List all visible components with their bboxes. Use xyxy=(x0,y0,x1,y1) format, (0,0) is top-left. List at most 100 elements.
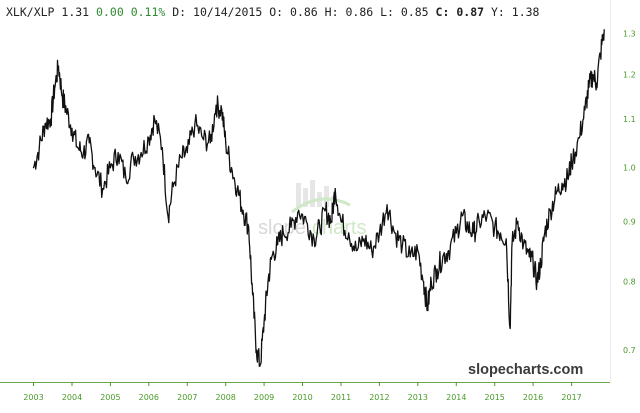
data-point xyxy=(298,209,300,211)
data-point xyxy=(544,232,546,234)
data-point xyxy=(473,232,475,234)
data-point xyxy=(561,182,563,184)
data-point xyxy=(325,209,327,211)
data-point xyxy=(102,188,104,190)
data-point xyxy=(194,123,196,125)
data-point xyxy=(255,349,257,351)
data-point xyxy=(140,152,142,154)
quote-header: XLK/XLP 1.31 0.00 0.11% D: 10/14/2015 O:… xyxy=(6,5,539,19)
data-point xyxy=(125,177,127,179)
x-tick-label: 2017 xyxy=(561,393,581,402)
x-tick-label: 2011 xyxy=(331,393,351,402)
data-point xyxy=(592,74,594,76)
data-point xyxy=(50,118,52,120)
data-point xyxy=(32,167,35,169)
y-tick-label: 0.8 xyxy=(623,278,636,287)
data-point xyxy=(540,262,542,264)
data-point xyxy=(532,262,534,264)
data-point xyxy=(394,232,396,234)
data-point xyxy=(330,220,332,223)
slopecharts-logo-ghost: slope charts xyxy=(258,180,366,239)
last-price: 1.31 xyxy=(61,5,90,19)
data-point xyxy=(584,109,586,111)
data-point xyxy=(242,209,244,211)
x-tick-label: 2007 xyxy=(177,393,197,402)
data-point xyxy=(499,232,502,234)
data-point xyxy=(603,29,605,31)
symbol: XLK/XLP xyxy=(6,5,55,19)
data-point xyxy=(305,220,307,223)
x-tick-label: 2013 xyxy=(408,393,428,402)
data-point xyxy=(252,294,254,296)
data-point xyxy=(202,137,204,139)
data-point xyxy=(248,226,250,228)
data-point xyxy=(186,152,188,154)
data-point xyxy=(271,256,273,258)
data-point xyxy=(267,281,269,283)
data-point xyxy=(263,320,265,323)
watermark-text: slopecharts.com xyxy=(468,362,583,378)
data-point xyxy=(423,281,425,283)
series-layer xyxy=(32,29,605,367)
y-tick-label: 1.3 xyxy=(623,30,636,39)
data-point xyxy=(348,232,350,234)
data-point xyxy=(161,147,163,149)
x-tick-label: 2014 xyxy=(446,393,466,402)
data-point xyxy=(71,127,73,129)
data-point xyxy=(522,244,525,246)
data-point xyxy=(517,220,519,223)
data-point xyxy=(65,109,67,111)
data-point xyxy=(567,177,569,179)
data-point xyxy=(230,167,233,169)
data-point xyxy=(167,215,169,217)
y-tick-label: 0.9 xyxy=(623,218,636,227)
data-point xyxy=(173,182,175,184)
high-label: H: xyxy=(324,5,339,19)
data-point xyxy=(430,281,432,283)
high-value: 0.86 xyxy=(345,5,374,19)
data-point xyxy=(94,167,96,169)
data-point xyxy=(555,193,557,195)
y-tick-label: 1.2 xyxy=(623,71,636,80)
x-tick-label: 2008 xyxy=(216,393,236,402)
data-point xyxy=(215,104,217,106)
data-point xyxy=(117,152,119,154)
x-tick-label: 2006 xyxy=(139,393,159,402)
data-point xyxy=(467,226,469,228)
data-point xyxy=(536,281,538,283)
x-tick-label: 2005 xyxy=(100,393,120,402)
data-point xyxy=(417,250,419,252)
data-point xyxy=(599,53,602,55)
data-point xyxy=(290,226,292,228)
low-label: L: xyxy=(380,5,394,19)
data-point xyxy=(505,238,507,240)
data-point xyxy=(313,238,315,240)
x-tick-label: 2003 xyxy=(23,393,43,402)
data-point xyxy=(334,188,336,190)
x-tick-label: 2010 xyxy=(292,393,312,402)
y-tick-label: 0.7 xyxy=(623,346,636,355)
data-point xyxy=(578,137,580,139)
data-point xyxy=(209,142,211,144)
data-point xyxy=(386,204,388,206)
data-point xyxy=(225,142,227,144)
data-point xyxy=(319,226,321,228)
data-point xyxy=(494,226,496,228)
x-tick-label: 2015 xyxy=(485,393,505,402)
data-point xyxy=(109,167,111,169)
data-point xyxy=(378,232,380,234)
data-point xyxy=(401,244,404,246)
data-point xyxy=(511,244,513,246)
data-point xyxy=(478,220,480,223)
y-value: 1.38 xyxy=(511,5,540,19)
data-point xyxy=(88,142,90,144)
date-label: D: xyxy=(172,5,187,19)
date-value: 10/14/2015 xyxy=(193,5,263,19)
data-point xyxy=(595,82,598,84)
data-point xyxy=(38,147,40,149)
data-point xyxy=(282,232,284,234)
data-point xyxy=(44,123,46,125)
data-point xyxy=(259,364,261,366)
data-point xyxy=(61,95,64,97)
